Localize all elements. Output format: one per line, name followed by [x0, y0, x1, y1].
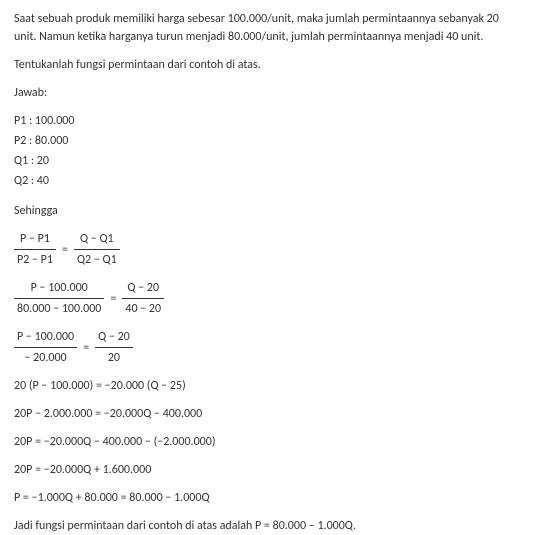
step1-right-fraction: Q − 20 40 − 20: [122, 279, 164, 318]
step2-left-den: − 20.000: [14, 348, 77, 367]
step1-left-den: 80.000 − 100.000: [14, 299, 104, 318]
formula-left-fraction: P − P1 P2 − P1: [14, 230, 56, 269]
given-p1: P1 : 100.000: [14, 112, 538, 130]
step7-line: P = −1.000Q + 80.000 = 80.000 − 1.000Q: [14, 489, 538, 507]
formula-left-den: P2 − P1: [14, 250, 56, 269]
answer-label: Jawab:: [14, 84, 538, 102]
problem-line1: Saat sebuah produk memiliki harga sebesa…: [14, 12, 499, 26]
given-q1: Q1 : 20: [14, 152, 538, 170]
step2-right-num: Q − 20: [95, 328, 133, 348]
step1-eq: =: [110, 290, 116, 308]
formula-right-den: Q2 − Q1: [74, 250, 120, 269]
step2-right-den: 20: [95, 348, 133, 367]
sehingga-label: Sehingga: [14, 202, 538, 220]
step2-right-fraction: Q − 20 20: [95, 328, 133, 367]
conclusion-text: Jadi fungsi permintaan dari contoh di at…: [14, 517, 538, 535]
step4-line: 20P − 2.000.000 = −20.000Q − 400.000: [14, 405, 538, 423]
step2-row: P − 100.000 − 20.000 = Q − 20 20: [14, 328, 538, 367]
step5-line: 20P = −20.000Q − 400.000 − (−2.000.000): [14, 433, 538, 451]
problem-line2: unit. Namun ketika harganya turun menjad…: [14, 30, 483, 44]
step2-left-fraction: P − 100.000 − 20.000: [14, 328, 77, 367]
step1-right-den: 40 − 20: [122, 299, 164, 318]
given-p2: P2 : 80.000: [14, 132, 538, 150]
step1-left-num: P − 100.000: [14, 279, 104, 299]
step1-row: P − 100.000 80.000 − 100.000 = Q − 20 40…: [14, 279, 538, 318]
instruction-text: Tentukanlah fungsi permintaan dari conto…: [14, 56, 538, 74]
step1-left-fraction: P − 100.000 80.000 − 100.000: [14, 279, 104, 318]
formula-left-num: P − P1: [14, 230, 56, 250]
problem-statement: Saat sebuah produk memiliki harga sebesa…: [14, 10, 538, 46]
step6-line: 20P = −20.000Q + 1.600.000: [14, 461, 538, 479]
given-q2: Q2 : 40: [14, 172, 538, 190]
formula-eq: =: [62, 241, 68, 259]
step2-eq: =: [83, 339, 89, 357]
step1-right-num: Q − 20: [122, 279, 164, 299]
step3-line: 20 (P − 100.000) = −20.000 (Q − 25): [14, 377, 538, 395]
formula-right-num: Q − Q1: [74, 230, 120, 250]
formula-row: P − P1 P2 − P1 = Q − Q1 Q2 − Q1: [14, 230, 538, 269]
formula-right-fraction: Q − Q1 Q2 − Q1: [74, 230, 120, 269]
step2-left-num: P − 100.000: [14, 328, 77, 348]
